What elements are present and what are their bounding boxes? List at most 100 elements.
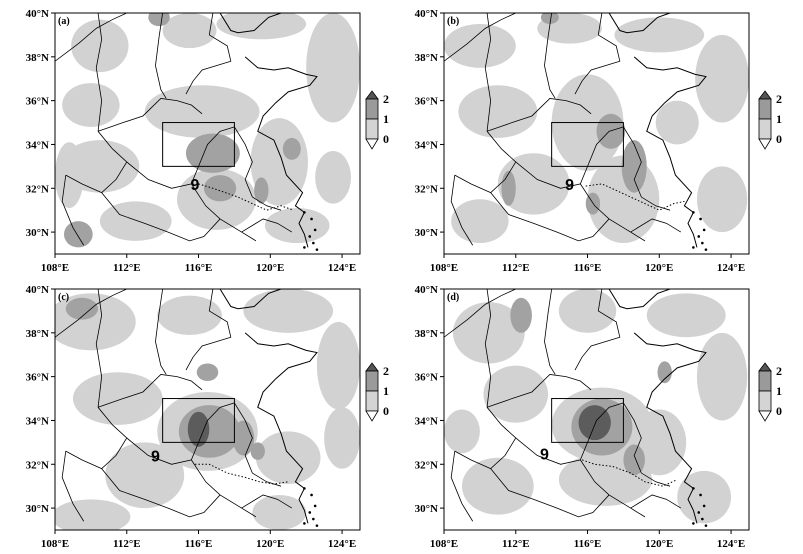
province-boundary	[97, 374, 203, 408]
colorbar: 2 1 0	[365, 362, 389, 422]
lat-tick-label: 40°N	[26, 284, 49, 296]
shading-light	[444, 23, 516, 68]
shading-light	[614, 17, 705, 53]
lat-tick-label: 40°N	[415, 8, 438, 20]
lon-tick-label: 108°E	[430, 262, 458, 274]
island	[313, 228, 317, 232]
province-boundary	[630, 494, 682, 509]
colorbar-label: 0	[776, 132, 782, 146]
lat-tick-label: 40°N	[415, 284, 438, 296]
lat-tick-label: 36°N	[26, 372, 49, 384]
island	[697, 235, 701, 238]
province-boundary	[484, 289, 492, 408]
colorbar-segment	[758, 118, 772, 140]
colorbar-label: 1	[776, 384, 782, 398]
region-box	[551, 122, 624, 167]
province-boundary	[580, 183, 646, 242]
island	[701, 241, 704, 245]
island	[692, 246, 695, 249]
island	[692, 487, 695, 490]
island	[704, 248, 708, 251]
typhoon-symbol: 9	[151, 449, 160, 466]
shading-light	[632, 409, 687, 476]
province-boundary	[580, 459, 646, 518]
shading-light	[99, 201, 172, 241]
shading-mid	[657, 361, 672, 384]
lat-tick-label: 36°N	[415, 372, 438, 384]
shading-mid	[501, 170, 516, 206]
shading-mid	[185, 133, 240, 173]
shading-light	[696, 332, 748, 421]
province-boundary	[95, 289, 103, 408]
colorbar-segment	[365, 118, 379, 140]
colorbar-label: 0	[383, 404, 389, 418]
lon-tick-label: 112°E	[502, 538, 530, 550]
shading-mid	[203, 175, 237, 202]
coastline	[219, 289, 318, 524]
island	[699, 217, 702, 221]
shading-dark	[187, 411, 210, 447]
province-boundary	[444, 289, 516, 338]
lon-tick-label: 108°E	[41, 262, 69, 274]
province-boundary	[155, 13, 167, 99]
island	[704, 524, 708, 527]
province-boundary	[55, 13, 127, 62]
colorbar-top-arrow	[365, 90, 379, 100]
province-boundary	[574, 289, 621, 371]
colorbar-top-arrow	[758, 362, 772, 372]
island	[699, 493, 702, 497]
shading-light	[655, 100, 699, 145]
shading-light	[558, 289, 617, 333]
province-boundary	[515, 402, 624, 465]
province-boundary	[544, 13, 556, 99]
lon-tick-label: 112°E	[113, 538, 141, 550]
province-boundary	[234, 402, 282, 487]
shading-light	[306, 13, 360, 123]
shading-light	[444, 409, 480, 454]
colorbar-bottom-arrow	[365, 410, 379, 422]
island	[697, 511, 701, 514]
map-frame	[443, 288, 750, 531]
shading-light	[696, 166, 748, 233]
shading-light	[461, 457, 534, 515]
map-panel: 9 (a) 30°N 32°N 34°N 36°N 38°N 40°N 108°E 112°E 11…	[26, 8, 361, 274]
colorbar-bottom-arrow	[758, 138, 772, 150]
island	[315, 248, 319, 251]
island	[303, 487, 306, 490]
shading-light	[451, 199, 509, 244]
lon-tick-label: 116°E	[185, 262, 213, 274]
province-boundary	[454, 407, 517, 470]
map-frame	[443, 12, 750, 255]
panel-label: (c)	[58, 292, 69, 303]
province-boundary	[490, 468, 610, 518]
province-boundary	[515, 126, 624, 189]
province-boundary	[55, 289, 127, 338]
province-boundary	[623, 402, 671, 487]
colorbar-bottom-arrow	[758, 410, 772, 422]
coastline	[608, 289, 707, 524]
lat-tick-label: 30°N	[415, 227, 438, 239]
province-boundary	[241, 218, 293, 233]
lat-tick-label: 30°N	[26, 227, 49, 239]
colorbar-segment	[758, 370, 772, 392]
typhoon-symbol: 9	[190, 177, 199, 194]
shading-light	[458, 85, 538, 138]
typhoon-track	[194, 463, 289, 485]
shading-mid	[232, 420, 255, 456]
lat-tick-label: 30°N	[415, 503, 438, 515]
colorbar-segment	[758, 390, 772, 412]
province-boundary	[484, 13, 492, 132]
lat-tick-label: 34°N	[26, 415, 49, 427]
lon-tick-label: 116°E	[574, 538, 602, 550]
province-boundary	[486, 98, 592, 132]
lat-tick-label: 32°N	[415, 183, 438, 195]
colorbar-label: 2	[383, 364, 389, 378]
island	[303, 211, 306, 214]
lon-tick-label: 120°E	[645, 262, 673, 274]
coastline	[608, 13, 707, 248]
colorbar-segment	[365, 98, 379, 120]
colorbar-label: 2	[776, 364, 782, 378]
province-boundary	[486, 374, 592, 408]
map-frame	[54, 12, 361, 255]
typhoon-track	[581, 459, 678, 487]
